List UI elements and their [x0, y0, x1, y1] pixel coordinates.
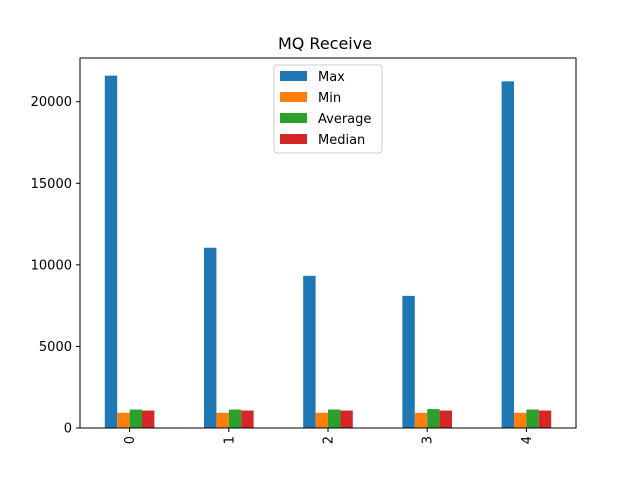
y-tick-label: 15000 [31, 177, 72, 192]
x-tick-label: 0 [123, 436, 138, 444]
bar-average-2 [328, 409, 341, 428]
bar-max-3 [402, 295, 415, 428]
legend-label-max: Max [318, 70, 345, 85]
y-tick-label: 10000 [31, 258, 72, 273]
legend-swatch-median [280, 134, 307, 144]
y-tick-label: 20000 [31, 95, 72, 110]
x-tick-label: 2 [322, 436, 337, 444]
x-tick-label: 1 [222, 436, 237, 444]
legend-swatch-average [280, 113, 307, 123]
bar-min-0 [117, 412, 130, 428]
bar-average-4 [526, 409, 539, 428]
bar-average-1 [228, 409, 242, 428]
x-tick-label: 4 [520, 436, 535, 444]
x-axis: 0 1 2 3 4 [123, 428, 535, 444]
bar-min-1 [216, 412, 229, 428]
bar-max-0 [104, 75, 118, 429]
y-tick-label: 5000 [39, 340, 72, 355]
bar-median-2 [340, 410, 353, 428]
bar-median-1 [241, 410, 254, 428]
legend: Max Min Average Median [273, 64, 383, 154]
legend-label-min: Min [318, 91, 341, 106]
legend-label-average: Average [318, 112, 371, 127]
bar-max-4 [501, 81, 514, 428]
chart-title: MQ Receive [278, 34, 372, 53]
legend-label-median: Median [318, 133, 365, 148]
bar-average-0 [129, 409, 142, 428]
bar-min-3 [414, 412, 428, 428]
bar-max-1 [204, 247, 217, 428]
legend-box [273, 64, 383, 154]
legend-swatch-min [280, 92, 307, 102]
bars-group [104, 75, 552, 429]
bar-min-4 [514, 412, 527, 428]
legend-swatch-max [280, 71, 307, 81]
bar-median-0 [142, 410, 155, 428]
y-axis: 0 5000 10000 15000 20000 [31, 95, 80, 437]
bar-median-4 [538, 410, 552, 428]
x-tick-label: 3 [421, 436, 436, 444]
y-tick-label: 0 [64, 422, 72, 437]
bar-average-3 [427, 409, 440, 428]
bar-max-2 [303, 275, 316, 428]
bar-median-3 [439, 410, 452, 428]
bar-min-2 [315, 412, 328, 428]
